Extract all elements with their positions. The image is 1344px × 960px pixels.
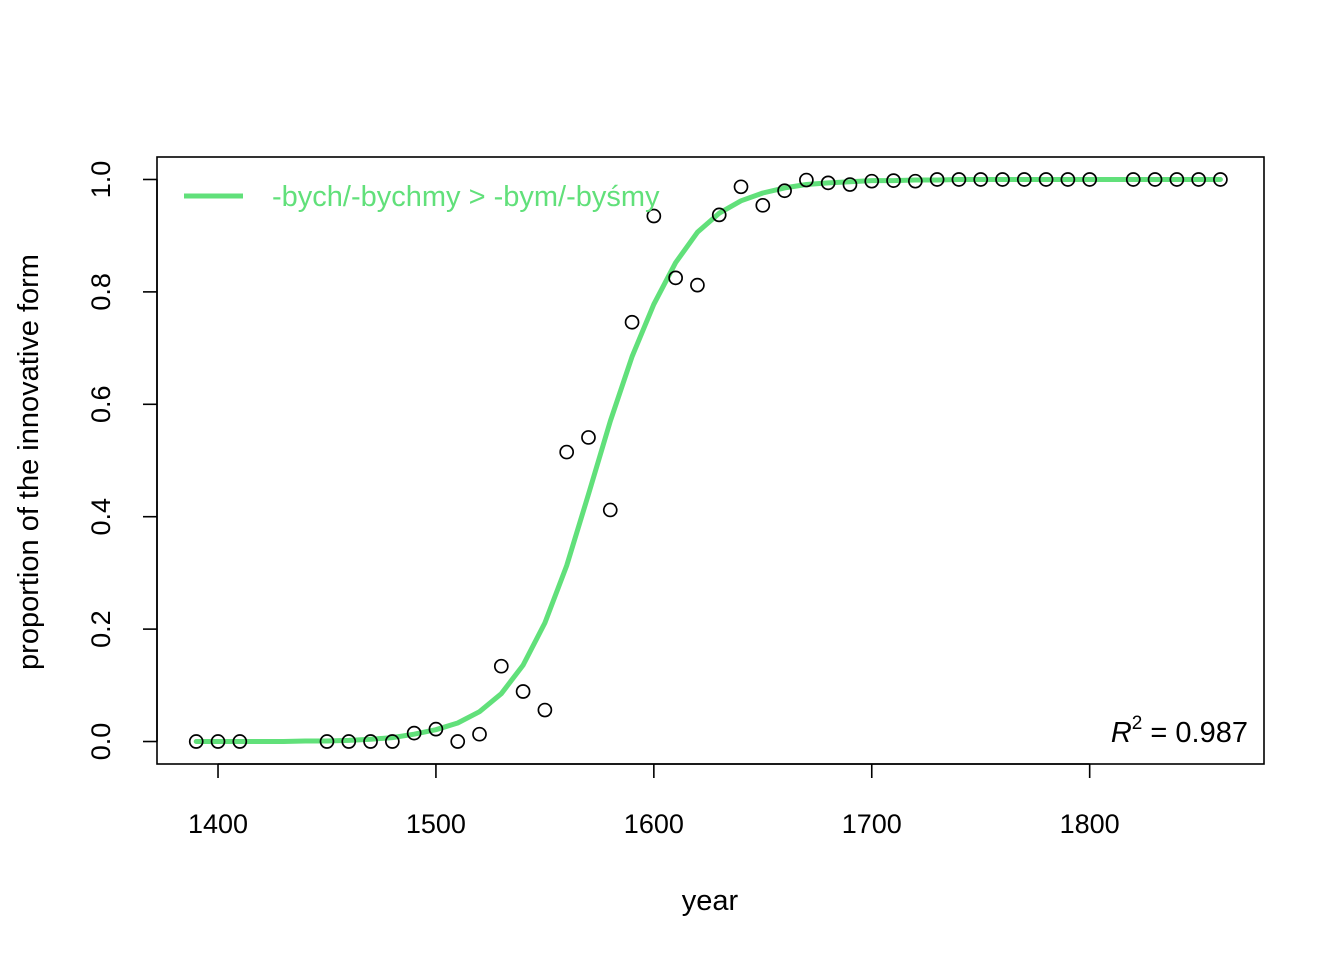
data-point — [450, 734, 466, 749]
data-point — [1016, 172, 1032, 187]
data-point — [995, 172, 1010, 187]
data-point — [951, 172, 967, 187]
x-axis-title: year — [682, 885, 739, 917]
data-point — [472, 726, 487, 742]
data-point — [1082, 172, 1098, 187]
y-tick-label: 0.4 — [86, 498, 116, 536]
data-point — [319, 734, 335, 749]
legend: -bych/-bychmy > -bym/-byśmy — [184, 181, 660, 213]
data-point — [232, 734, 248, 749]
series-layer — [188, 172, 1228, 749]
data-point — [581, 430, 596, 445]
y-axis-title: proportion of the innovative form — [13, 254, 45, 670]
legend-label: -bych/-bychmy > -bym/-byśmy — [272, 181, 660, 213]
data-point — [1191, 172, 1206, 187]
data-point — [842, 177, 858, 192]
x-axis: 1400 1500 1600 1700 1800 — [188, 763, 1120, 839]
x-tick-label: 1600 — [624, 809, 684, 839]
plot-frame — [156, 156, 1265, 765]
y-tick-label: 0.6 — [86, 386, 116, 424]
r-squared-exponent: 2 — [1132, 713, 1143, 734]
data-point — [515, 684, 531, 699]
y-axis: 0.0 0.2 0.4 0.6 0.8 1.0 — [86, 161, 158, 761]
data-point — [755, 197, 771, 213]
x-tick-label: 1700 — [842, 809, 902, 839]
data-point — [929, 172, 945, 187]
data-point — [406, 725, 422, 741]
data-point — [602, 502, 618, 518]
data-point — [1169, 172, 1185, 187]
data-point — [1125, 172, 1141, 187]
y-tick-label: 0.0 — [86, 723, 116, 761]
x-tick-label: 1800 — [1060, 809, 1120, 839]
data-point — [886, 173, 901, 188]
data-point — [820, 175, 836, 191]
data-point — [733, 179, 749, 195]
data-point — [1147, 172, 1163, 187]
data-point — [907, 173, 923, 189]
data-point — [777, 183, 792, 199]
y-tick-label: 1.0 — [86, 161, 116, 199]
data-point — [690, 277, 705, 293]
data-point — [363, 734, 378, 749]
r-squared-annotation: R2 = 0.987 — [1111, 713, 1248, 749]
data-point — [864, 173, 880, 189]
data-point — [210, 734, 226, 749]
fitted-curve — [193, 177, 1223, 744]
data-point — [624, 314, 640, 330]
r-squared-symbol: R — [1111, 717, 1132, 749]
x-tick-label: 1400 — [188, 809, 248, 839]
data-point — [1213, 172, 1228, 187]
y-tick-label: 0.2 — [86, 610, 116, 648]
r-squared-value: = 0.987 — [1142, 717, 1248, 749]
data-point — [668, 270, 683, 286]
data-point — [493, 658, 509, 674]
data-point — [188, 734, 204, 749]
y-tick-label: 0.8 — [86, 273, 116, 311]
data-point — [799, 172, 814, 188]
data-point — [559, 444, 575, 460]
data-point — [646, 208, 662, 224]
data-point — [1038, 172, 1054, 187]
data-point — [341, 734, 357, 749]
data-point — [973, 172, 989, 187]
data-point — [428, 721, 444, 737]
x-tick-label: 1500 — [406, 809, 466, 839]
data-point — [1060, 172, 1076, 187]
data-point — [711, 207, 727, 223]
data-point — [537, 702, 553, 718]
data-point — [384, 734, 400, 749]
